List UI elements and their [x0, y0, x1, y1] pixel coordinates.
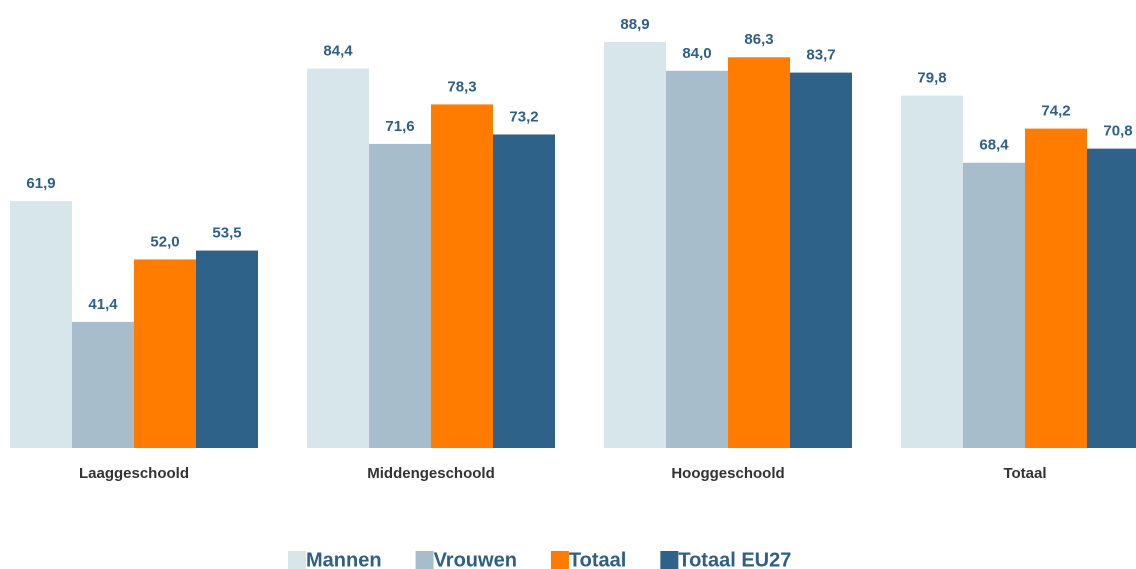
bar [901, 95, 963, 448]
legend-label: Totaal EU27 [678, 549, 791, 569]
bar [369, 143, 431, 449]
bar [307, 68, 369, 448]
legend-swatch [550, 551, 569, 569]
value-label: 84,4 [323, 42, 353, 59]
bar [72, 321, 134, 448]
bar [728, 57, 790, 448]
value-label: 79,8 [917, 70, 946, 87]
value-label: 74,2 [1041, 103, 1070, 120]
bar [1025, 128, 1087, 448]
x-tick-label: Laaggeschoold [79, 465, 189, 482]
bar [790, 72, 852, 448]
bar [1087, 148, 1136, 449]
value-label: 71,6 [385, 118, 414, 135]
legend-label: Mannen [306, 549, 382, 569]
value-label: 70,8 [1103, 123, 1132, 140]
bar [196, 250, 258, 448]
value-label: 53,5 [212, 225, 241, 242]
bar [604, 41, 666, 448]
legend-label: Totaal [569, 549, 626, 569]
value-label: 83,7 [806, 47, 835, 64]
value-label: 52,0 [150, 233, 179, 250]
value-label: 78,3 [447, 78, 476, 95]
legend-swatch [660, 551, 679, 569]
x-tick-label: Hooggeschoold [671, 465, 784, 482]
value-label: 84,0 [682, 45, 711, 62]
value-label: 61,9 [26, 175, 55, 192]
x-tick-label: Totaal [1003, 465, 1046, 482]
bar [431, 104, 493, 448]
bar [963, 162, 1025, 448]
bar [666, 70, 728, 449]
bar [10, 201, 72, 448]
bar [493, 134, 555, 448]
value-label: 73,2 [509, 108, 538, 125]
value-label: 41,4 [88, 296, 118, 313]
legend-swatch [288, 551, 306, 569]
bar [134, 259, 196, 448]
value-label: 86,3 [744, 31, 773, 48]
legend-label: Vrouwen [434, 549, 517, 569]
x-tick-label: Middengeschoold [367, 465, 495, 482]
legend-swatch [415, 551, 434, 569]
value-label: 88,9 [620, 16, 649, 33]
value-label: 68,4 [979, 137, 1009, 154]
